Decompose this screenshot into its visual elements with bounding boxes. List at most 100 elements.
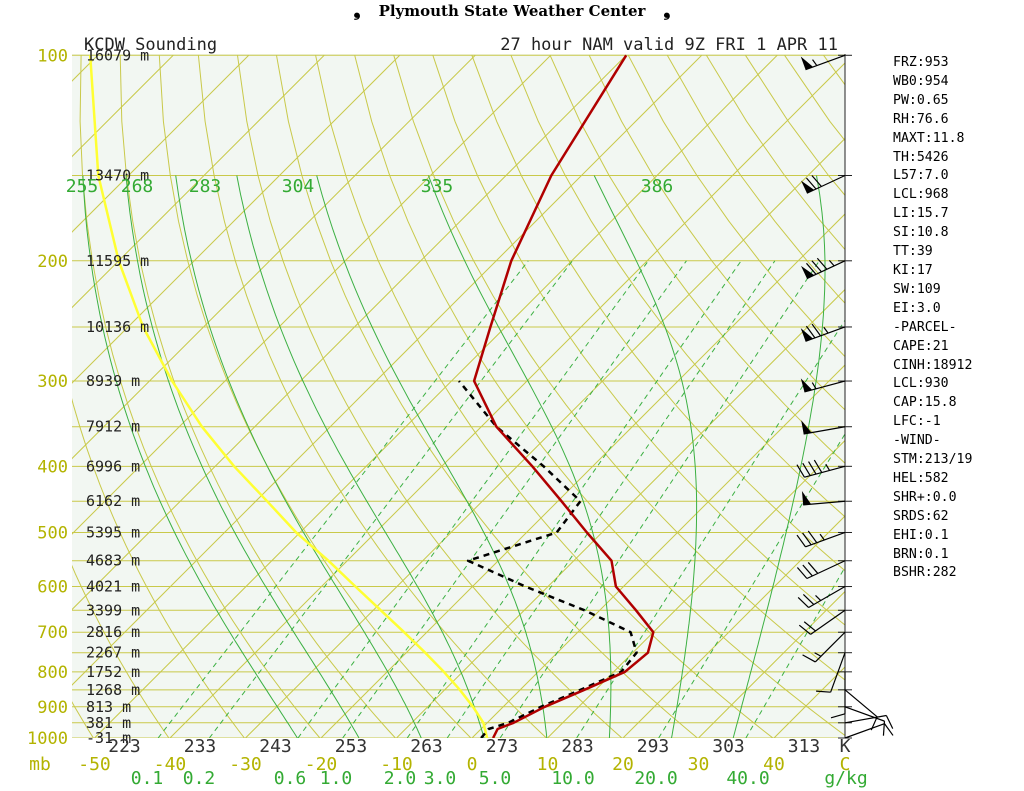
dry-adiabat-line [315,55,774,738]
wind-barb-flag [807,530,818,544]
pressure-label: 300 [37,372,68,392]
isotherm-line [320,213,845,738]
temperature-tick-label: -20 [305,754,338,775]
theta-e-label: 283 [189,176,222,197]
index-item: STM:213/19 [893,452,973,468]
height-label: 2267 m [86,644,140,662]
wind-barb-pennant [801,420,812,435]
isotherm-line [169,62,845,738]
wind-barb-half-flag [814,652,822,657]
wind-barb [801,490,846,506]
index-item: BRN:0.1 [893,546,949,562]
wind-barb-half-flag [828,259,835,267]
isotherm-line [72,54,325,309]
wind-barbs [796,54,894,739]
height-label: 2816 m [86,623,140,641]
swoosh-left-icon: ❟ [353,0,361,21]
wind-barb-pennant [801,265,815,279]
mixing-ratio-label: 5.0 [479,768,512,789]
temperature-tick-label: -50 [78,754,111,775]
pressure-label: 100 [37,46,68,66]
dry-adiabat-line [119,55,397,738]
dry-adiabat-line [197,55,548,738]
temperature-tick-label: C [840,754,851,775]
moist-adiabat-line [593,175,698,738]
mixing-ratio-label: 0.1 [131,768,164,789]
index-item: FRZ:953 [893,55,949,70]
wind-barb-flag [883,723,894,736]
theta-e-label: 335 [421,176,454,197]
index-item: BSHR:282 [893,565,957,581]
stability-indices: FRZ:953 WB0:954 PW:0.65 RH:76.6 MAXT:11.8 TH:… [893,54,972,583]
theta-e-label: 386 [641,176,674,197]
index-item: -PARCEL- [893,319,957,335]
wind-barb-half-flag [825,463,831,471]
wind-barb [800,323,846,342]
index-item: KI:17 [893,262,933,278]
index-item: SW:109 [893,281,941,297]
wind-barb-flag [802,532,812,546]
kelvin-label: K [840,736,851,757]
height-label: 3399 m [86,601,140,619]
mixing-ratio-label: 0.6 [274,768,307,789]
wind-barb [816,652,846,693]
index-item: CAP:15.8 [893,395,957,411]
pressure-label: 200 [37,252,68,272]
kelvin-label: 293 [637,736,670,757]
kelvin-label: 233 [184,736,217,757]
parcel-trace [88,55,489,738]
dry-adiabat-line [627,55,845,358]
wind-barb [800,378,846,393]
pressure-label: 600 [37,578,68,598]
wind-barb-half-flag [815,595,822,601]
mixing-ratio-label: 1.0 [320,768,353,789]
header-title: Plymouth State Weather Center [378,2,646,20]
wind-barb [796,530,846,548]
dry-adiabat-line [510,55,845,518]
index-item: CINH:18912 [893,357,973,373]
height-label: 4683 m [86,552,140,570]
dry-adiabat-line [276,55,699,738]
isotherm-line [622,515,845,738]
wind-barb-flag [796,534,807,548]
wind-barb-staff [844,689,878,718]
grid-lines [72,54,845,738]
isotherm-line [72,54,627,611]
wind-barb-half-flag [823,326,829,334]
temperature-trace [472,54,655,738]
index-item: MAXT:11.8 [893,130,965,146]
pressure-label: 700 [37,623,68,643]
isotherm-line [547,439,845,738]
swoosh-right-icon: ❟ [663,0,671,21]
wind-barb-staff [806,560,846,580]
index-item: LCL:968 [893,187,949,203]
wind-barb [801,420,846,435]
wind-barb-pennant [800,378,813,392]
index-item: CAPE:21 [893,338,949,354]
theta-e-label: 304 [282,176,315,197]
header: ❟ Plymouth State Weather Center ❟ [0,0,1024,22]
wind-barb-pennant [801,180,815,194]
height-label: 8939 m [86,372,140,390]
mixing-ratio-label: 3.0 [424,768,457,789]
wind-barb-staff [806,260,846,280]
temperature-tick-label: -10 [380,754,413,775]
wind-barb-flag [811,323,822,337]
wind-barb-staff [806,174,846,194]
wind-barb [796,560,846,580]
wind-barb-flag [816,690,831,693]
isotherm-line [72,54,476,460]
wind-barb-staff [844,706,885,722]
height-label: 13470 m [86,167,149,185]
wind-barb-flag [885,715,894,729]
mixing-ratio-line [446,260,776,738]
mixing-ratio-line [499,260,820,738]
dry-adiabat-line [72,398,246,738]
moist-adiabat-line [125,175,360,738]
dry-adiabat-line [471,55,845,572]
height-label: 11595 m [86,252,149,270]
kelvin-label: 223 [108,736,141,757]
height-label: 6996 m [86,457,140,475]
index-item: HEL:582 [893,470,949,486]
wind-barb [844,714,894,729]
